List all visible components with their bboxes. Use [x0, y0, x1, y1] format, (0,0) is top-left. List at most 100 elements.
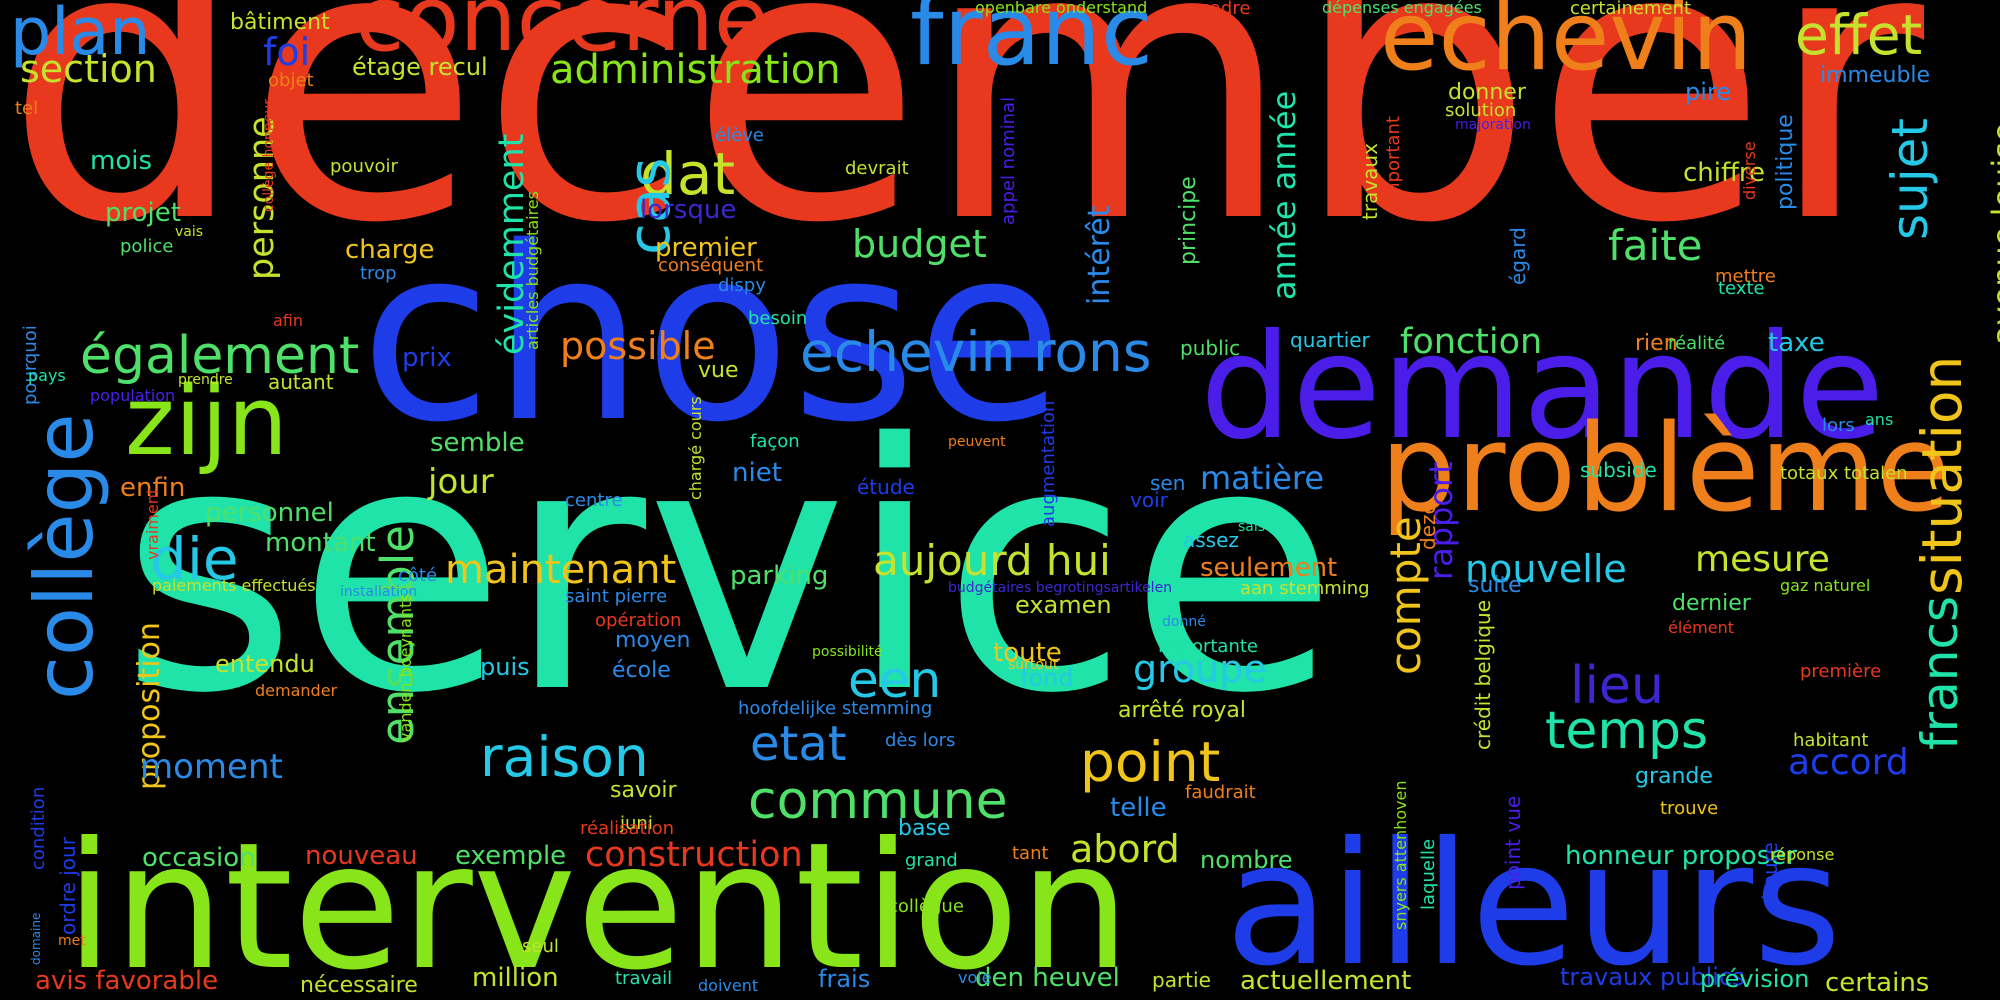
word-actuellement: actuellement [1240, 966, 1412, 996]
word-sais: sais [1238, 519, 1266, 535]
word-augmentation: augmentation [1038, 400, 1059, 527]
word-voie: voie [958, 968, 992, 987]
word-réalité: réalité [1668, 333, 1726, 354]
word-travail: travail [615, 968, 673, 989]
word-pays: pays [28, 366, 66, 385]
word-afin: afin [273, 311, 304, 330]
word-construction: construction [585, 835, 803, 875]
word-travaux-publics: travaux publics [1560, 963, 1745, 991]
word-possibilité: possibilité [812, 644, 883, 660]
word-groupe: groupe [1133, 647, 1267, 691]
word-collège-honneur: collège honneur [261, 98, 277, 212]
word-occasion: occasion [142, 843, 256, 873]
word-tel: tel [15, 98, 39, 119]
word-nouveau: nouveau [305, 841, 418, 871]
word-réponse: réponse [1770, 845, 1835, 864]
word-arrêté-royal: arrêté royal [1118, 698, 1247, 723]
word-aujourd-hui: aujourd hui [873, 536, 1111, 585]
word-étude: étude [857, 475, 915, 499]
word-ordre-jour: ordre jour [56, 837, 80, 935]
word-voir: voir [1130, 488, 1168, 512]
word-majoration: majoration [1455, 117, 1531, 133]
word-lors: lors [1822, 415, 1855, 436]
word-possible: possible [560, 324, 716, 368]
word-grande: grande [1635, 764, 1713, 789]
word-dispy: dispy [718, 275, 766, 296]
word-enfin: enfin [120, 473, 186, 503]
word-réalisation: réalisation [580, 818, 674, 839]
word-million: million [472, 963, 559, 993]
word-installation: installation [340, 584, 418, 600]
word-devrait: devrait [845, 158, 909, 179]
word-semble: semble [430, 428, 525, 458]
word-abord: abord [1070, 827, 1180, 871]
word-laquelle: laquelle [1418, 838, 1439, 910]
word-prix: prix [402, 343, 452, 373]
word-maintenant: maintenant [445, 547, 677, 593]
word-principe: principe [1176, 176, 1201, 265]
word-savoir: savoir [610, 778, 677, 803]
word-grand: grand [905, 850, 958, 871]
word-met: met [58, 933, 86, 949]
word-lorsque: lorsque [640, 195, 737, 225]
word-centre: centre [565, 490, 623, 511]
word-faite: faite [1608, 221, 1703, 270]
word-avis-favorable: avis favorable [35, 966, 219, 996]
word-francs: francs [1911, 595, 1969, 750]
word-doivent: doivent [698, 976, 759, 995]
word-étage-recul: étage recul [352, 53, 488, 81]
word-puis: puis [480, 653, 530, 681]
word-articles-budgétaires: articles budgétaires [523, 191, 542, 350]
word-die: die [150, 525, 239, 593]
word-nouvelle: nouvelle [1465, 547, 1627, 591]
word-situation: situation [1910, 355, 1974, 595]
word-bâtiment: bâtiment [230, 10, 330, 35]
word-niet: niet [732, 458, 782, 488]
word-vais: vais [175, 224, 204, 240]
word-commune: commune [748, 771, 1008, 831]
word-chargé-cours: chargé cours [686, 396, 705, 500]
word-vue: vue [698, 358, 739, 383]
word-objet: objet [268, 70, 314, 91]
word-budget: budget [852, 222, 987, 266]
word-gaz-naturel: gaz naturel [1780, 576, 1871, 595]
word-aan-stemming: aan stemming [1240, 578, 1370, 599]
word-public: public [1180, 336, 1241, 360]
word-rien: rien [1635, 331, 1678, 356]
word-mettre: mettre [1715, 266, 1776, 287]
word-exemple: exemple [455, 841, 567, 871]
word-solution: solution [1445, 100, 1517, 121]
word-dépenses-engagées: dépenses engagées [1322, 0, 1482, 17]
word-een: een [848, 651, 942, 709]
word-élève: élève [715, 125, 764, 146]
word-etat: etat [750, 716, 847, 772]
word-personnel: personnel [205, 498, 334, 528]
word-tant: tant [1012, 843, 1049, 864]
word-appel-nominal: appel nominal [998, 96, 1019, 225]
word-peuvent: peuvent [948, 434, 1006, 450]
word-ailleurs: ailleurs [1225, 806, 1842, 1000]
word-telle: telle [1110, 793, 1167, 823]
word-seulement: seulement [1200, 553, 1338, 583]
word-zijn: zijn [125, 367, 288, 477]
word-nombre: nombre [1200, 846, 1293, 874]
word-fond: fond [1020, 664, 1074, 692]
word-conséquent: conséquent [658, 255, 764, 276]
word-collègue: collègue [888, 896, 964, 917]
word-côté: côté [398, 565, 438, 586]
word-suite: suite [1468, 573, 1522, 598]
word-faudrait: faudrait [1185, 782, 1256, 803]
word-problème: problème [1380, 400, 1951, 539]
word-quartier: quartier [1290, 328, 1370, 352]
word-service: service [120, 372, 1338, 768]
word-accord: accord [1788, 742, 1909, 783]
word-immeuble: immeuble [1820, 63, 1931, 88]
word-prendre: prendre [178, 372, 233, 388]
word-toute: toute [993, 638, 1062, 668]
word-nécessaire: nécessaire [300, 973, 418, 998]
word-plan: plan [10, 0, 151, 70]
word-dès-lors: dès lors [885, 730, 956, 751]
word-également: également [80, 326, 360, 386]
word-matière: matière [1200, 459, 1325, 497]
